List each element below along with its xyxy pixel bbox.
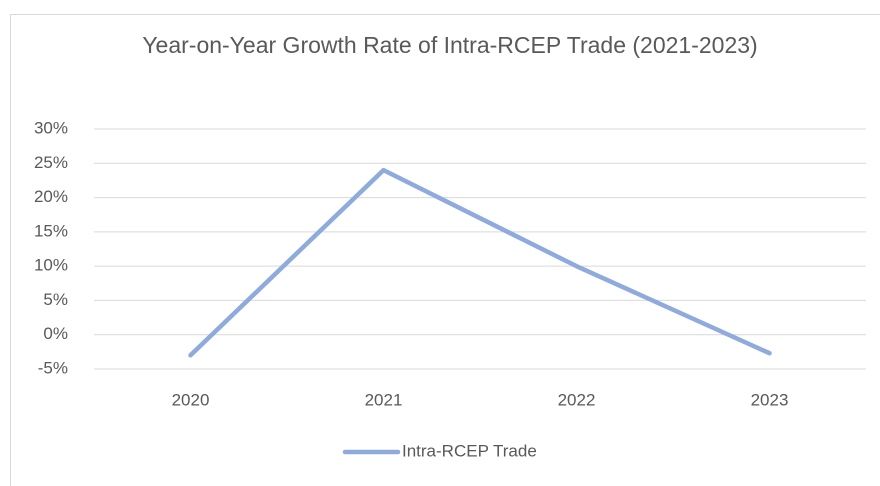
x-tick-label: 2020: [172, 390, 210, 409]
y-tick-label: 10%: [34, 256, 68, 275]
x-tick-label: 2022: [558, 390, 596, 409]
chart-title: Year-on-Year Growth Rate of Intra-RCEP T…: [142, 32, 757, 58]
y-tick-label: 0%: [43, 324, 68, 343]
y-tick-label: 30%: [34, 118, 68, 137]
y-tick-label: 15%: [34, 221, 68, 240]
y-tick-label: -5%: [38, 358, 68, 377]
data-line: [188, 167, 772, 358]
x-tick-label: 2021: [365, 390, 403, 409]
legend-label: Intra-RCEP Trade: [402, 441, 537, 460]
y-tick-label: 25%: [34, 153, 68, 172]
x-tick-label: 2023: [751, 390, 789, 409]
y-tick-label: 5%: [43, 290, 68, 309]
chart-frame: [10, 14, 880, 486]
y-tick-label: 20%: [34, 187, 68, 206]
